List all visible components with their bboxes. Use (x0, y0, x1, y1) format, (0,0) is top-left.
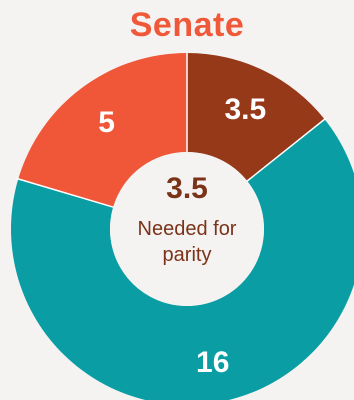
data-label-1: 16 (196, 346, 229, 379)
chart-title: Senate (129, 6, 245, 44)
center-label: Needed for parity (137, 218, 237, 266)
donut-slice-0 (187, 53, 325, 181)
donut-slice-1 (11, 119, 354, 400)
data-label-2: 5 (98, 106, 115, 139)
slice-separator-2 (16, 177, 116, 209)
data-label-0: 3.5 (224, 93, 266, 126)
donut-slice-2 (18, 53, 187, 208)
center-value: 3.5 (166, 172, 208, 205)
slice-separator-1 (245, 117, 327, 183)
donut-hole (110, 152, 264, 306)
